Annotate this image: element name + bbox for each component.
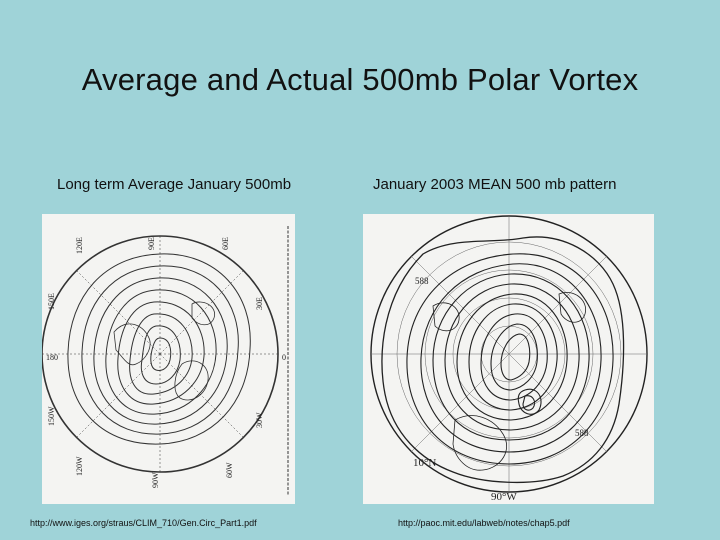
lon-label-180: 180	[46, 353, 58, 362]
lon-label-120e: 120E	[75, 237, 84, 254]
jan2003-500mb-map-graphic: 588 588 10°N 90°W	[370, 215, 648, 503]
lon-label-120w: 120W	[75, 456, 84, 476]
lon-label-150w: 150W	[47, 406, 56, 426]
jan2003-500mb-map: 588 588 10°N 90°W	[363, 214, 654, 504]
left-map-caption: Long term Average January 500mb	[57, 176, 292, 193]
lon-label-60e: 60E	[221, 237, 230, 250]
average-500mb-map: 120E 90E 60E 150E 30E 180 0 150W 30W 120…	[42, 214, 295, 504]
lon-label-0: 0	[282, 353, 286, 362]
slide-title: Average and Actual 500mb Polar Vortex	[81, 62, 639, 97]
lon-label-90e: 90E	[147, 237, 156, 250]
latitude-label-10n: 10°N	[413, 457, 436, 469]
lon-label-90w: 90W	[151, 472, 160, 488]
contour-label-588-bottom: 588	[575, 428, 589, 438]
lon-label-60w: 60W	[225, 462, 234, 478]
lon-label-150e: 150E	[47, 293, 56, 310]
longitude-label-90w: 90°W	[491, 491, 517, 503]
left-source-url: http://www.iges.org/straus/CLIM_710/Gen.…	[30, 518, 257, 528]
right-map-caption: January 2003 MEAN 500 mb pattern	[373, 176, 617, 193]
right-source-url: http://paoc.mit.edu/labweb/notes/chap5.p…	[398, 518, 570, 528]
lon-label-30e: 30E	[255, 297, 264, 310]
lon-label-30w: 30W	[255, 412, 264, 428]
contour-label-588-top: 588	[415, 276, 429, 286]
average-500mb-map-graphic: 120E 90E 60E 150E 30E 180 0 150W 30W 120…	[42, 226, 289, 496]
